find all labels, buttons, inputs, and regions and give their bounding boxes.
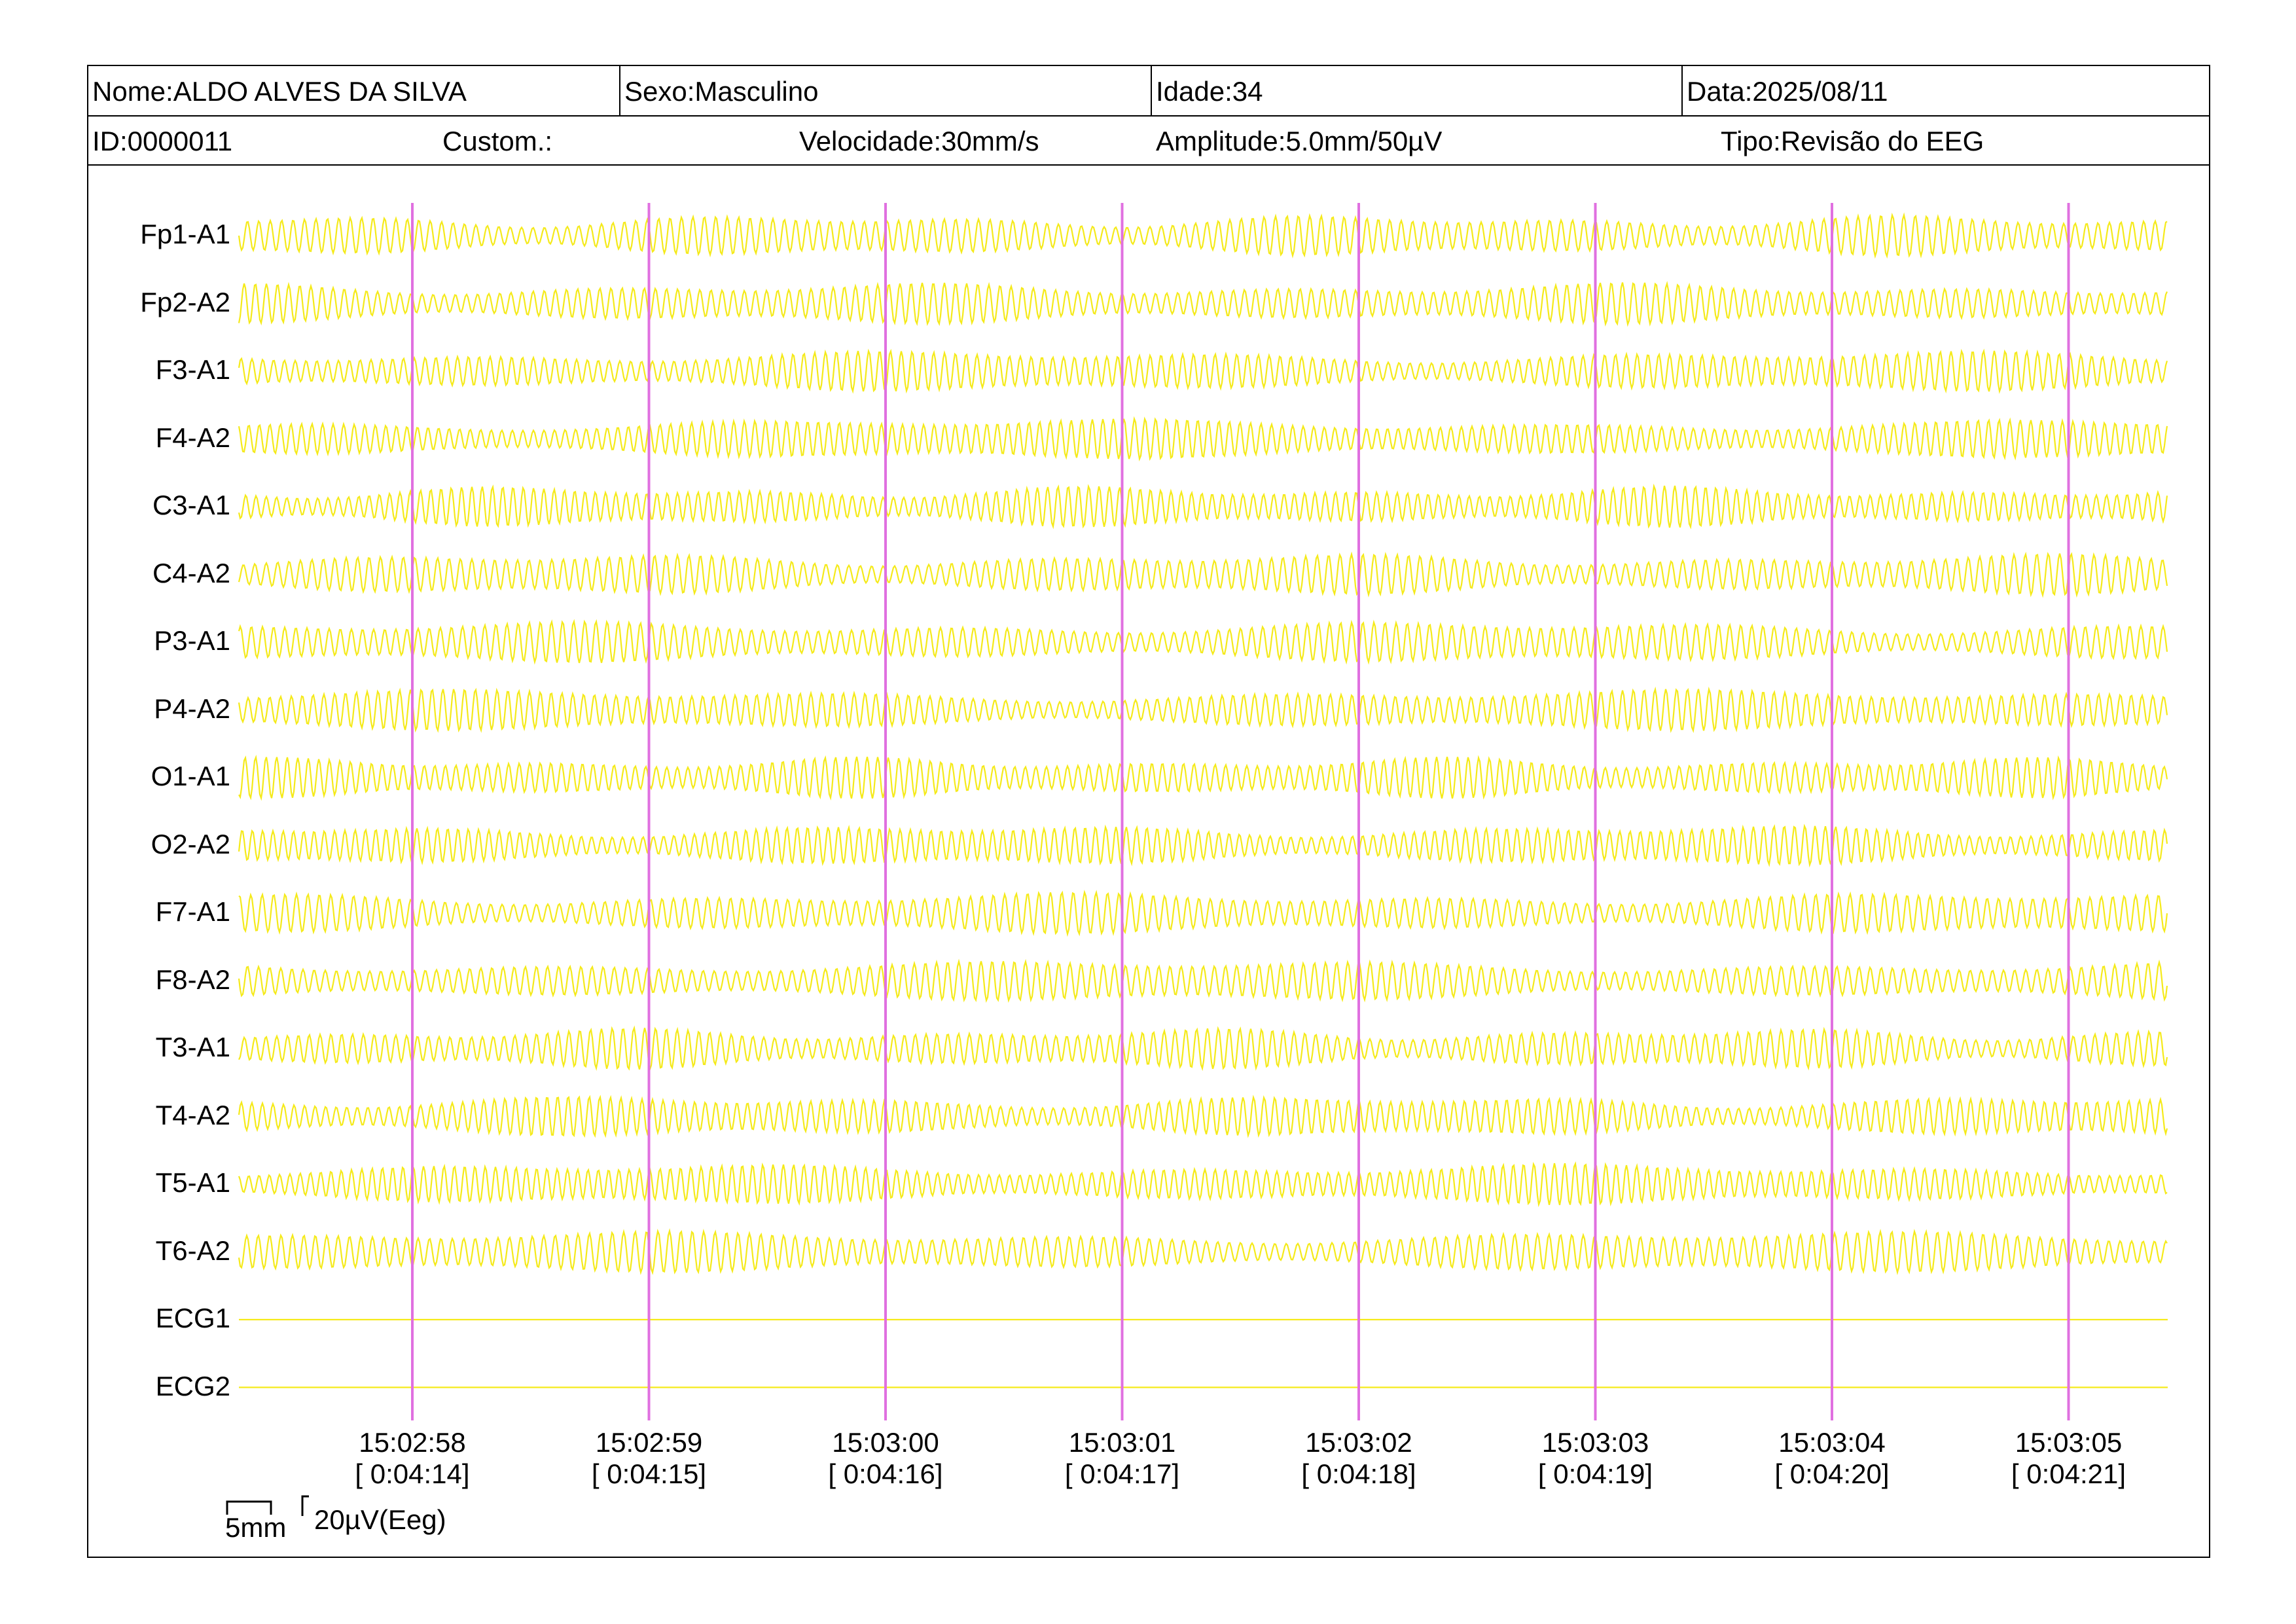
channel-label-p4-a2: P4-A2 [154,693,230,724]
amplitude-scale-label: 20µV(Eeg) [314,1504,446,1535]
channel-label-ecg1: ECG1 [155,1303,230,1333]
clock-time: 15:03:02 [1305,1427,1412,1458]
time-marker-label: 15:03:02[ 0:04:18] [1274,1427,1444,1490]
elapsed-time: [ 0:04:18] [1301,1458,1416,1489]
time-marker-label: 15:02:58[ 0:04:14] [327,1427,497,1490]
channel-label-f7-a1: F7-A1 [155,896,230,927]
time-marker-label: 15:02:59[ 0:04:15] [564,1427,734,1490]
clock-time: 15:02:58 [359,1427,466,1458]
time-marker-label: 15:03:04[ 0:04:20] [1747,1427,1917,1490]
trace-f7-a1 [238,890,2168,937]
channel-label-t6-a2: T6-A2 [155,1235,230,1266]
trace-f3-a1 [238,348,2168,394]
elapsed-time: [ 0:04:19] [1537,1458,1653,1489]
custom-field: Custom.: [442,126,553,156]
clock-time: 15:03:03 [1541,1427,1649,1458]
time-marker-label: 15:03:00[ 0:04:16] [800,1427,971,1490]
paper-speed: Velocidade:30mm/s [799,126,1039,156]
exam-settings-row: ID:0000011 Custom.: Velocidade:30mm/s Am… [88,117,2209,166]
trace-t4-a2 [238,1094,2168,1138]
clock-time: 15:03:00 [832,1427,939,1458]
trace-fp2-a2 [238,281,2168,327]
amplitude-scale-bracket [301,1495,309,1516]
channel-label-t5-a1: T5-A1 [155,1167,230,1198]
divider [1681,66,1683,115]
trace-p4-a2 [238,686,2168,733]
time-scale-label: 5mm [225,1512,287,1543]
divider [1151,66,1152,115]
trace-c3-a1 [238,483,2168,530]
time-scale-bracket [226,1500,272,1515]
elapsed-time: [ 0:04:16] [828,1458,943,1489]
patient-age: Idade:34 [1156,76,1263,107]
patient-name: Nome:ALDO ALVES DA SILVA [92,76,467,107]
channel-label-o1-a1: O1-A1 [151,761,230,791]
channel-label-fp2-a2: Fp2-A2 [140,286,230,317]
channel-label-t3-a1: T3-A1 [155,1032,230,1062]
clock-time: 15:03:01 [1068,1427,1176,1458]
channel-label-c4-a2: C4-A2 [152,557,230,588]
elapsed-time: [ 0:04:20] [1774,1458,1890,1489]
clock-time: 15:03:04 [1778,1427,1886,1458]
channel-label-f3-a1: F3-A1 [155,354,230,385]
trace-p3-a1 [238,619,2168,665]
channel-label-c3-a1: C3-A1 [152,490,230,520]
time-marker-label: 15:03:03[ 0:04:19] [1511,1427,1681,1490]
channel-label-p3-a1: P3-A1 [154,625,230,656]
trace-t3-a1 [238,1025,2168,1072]
trace-o1-a1 [238,754,2168,801]
trace-f8-a2 [238,958,2168,1003]
trace-f4-a2 [238,416,2168,462]
trace-o2-a2 [238,823,2168,868]
exam-date: Data:2025/08/11 [1687,76,1888,107]
trace-t5-a1 [238,1161,2168,1208]
time-marker-label: 15:03:01[ 0:04:17] [1037,1427,1208,1490]
channel-label-ecg2: ECG2 [155,1370,230,1401]
elapsed-time: [ 0:04:14] [355,1458,470,1489]
clock-time: 15:03:05 [2015,1427,2123,1458]
clock-time: 15:02:59 [595,1427,703,1458]
channel-label-fp1-a1: Fp1-A1 [140,219,230,249]
eeg-report-frame: Nome:ALDO ALVES DA SILVA Sexo:Masculino … [87,65,2210,1558]
trace-c4-a2 [238,551,2168,598]
channel-label-t4-a2: T4-A2 [155,1099,230,1130]
elapsed-time: [ 0:04:21] [2011,1458,2126,1489]
trace-fp1-a1 [238,212,2168,259]
trace-t6-a2 [238,1228,2168,1276]
patient-info-row: Nome:ALDO ALVES DA SILVA Sexo:Masculino … [88,66,2209,117]
elapsed-time: [ 0:04:17] [1064,1458,1180,1489]
amplitude-setting: Amplitude:5.0mm/50µV [1156,126,1443,156]
channel-label-o2-a2: O2-A2 [151,828,230,859]
patient-id: ID:0000011 [92,126,233,156]
channel-label-f4-a2: F4-A2 [155,422,230,453]
patient-sex: Sexo:Masculino [624,76,819,107]
divider [619,66,620,115]
exam-type: Tipo:Revisão do EEG [1721,126,1984,156]
time-marker-label: 15:03:05[ 0:04:21] [1984,1427,2154,1490]
elapsed-time: [ 0:04:15] [591,1458,707,1489]
channel-label-f8-a2: F8-A2 [155,964,230,995]
